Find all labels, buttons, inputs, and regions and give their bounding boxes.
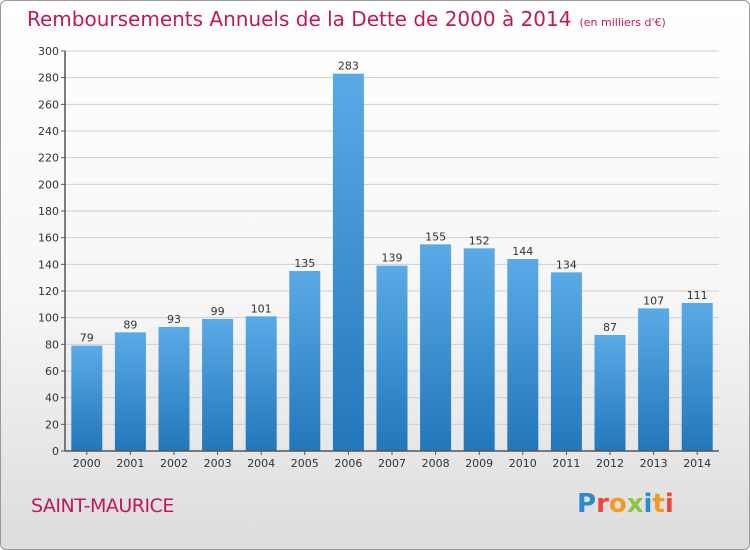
- data-label: 89: [123, 318, 137, 331]
- bar-2010: [507, 259, 539, 451]
- data-label: 101: [251, 302, 272, 315]
- x-tick-label: 2014: [683, 457, 711, 470]
- data-label: 107: [643, 294, 664, 307]
- data-label: 152: [469, 234, 490, 247]
- bar-2001: [114, 332, 146, 451]
- logo-letter: r: [596, 489, 609, 519]
- data-label: 87: [603, 321, 617, 334]
- y-tick-label: 80: [45, 338, 59, 351]
- bar-2000: [71, 345, 103, 451]
- y-tick-label: 160: [38, 232, 59, 245]
- y-tick-label: 120: [38, 285, 59, 298]
- x-tick-label: 2002: [160, 457, 188, 470]
- chart-title-block: Remboursements Annuels de la Dette de 20…: [27, 7, 666, 31]
- bar-2011: [550, 272, 582, 451]
- x-tick-label: 2006: [334, 457, 362, 470]
- data-label: 99: [211, 305, 225, 318]
- proxiti-logo[interactable]: Proxiti: [577, 489, 674, 519]
- x-tick-label: 2008: [422, 457, 450, 470]
- bar-2004: [245, 316, 277, 451]
- y-tick-label: 100: [38, 312, 59, 325]
- chart-subtitle: (en milliers d'€): [579, 16, 666, 29]
- logo-letter: o: [608, 489, 627, 519]
- bar-2002: [158, 327, 190, 451]
- bar-2003: [202, 319, 234, 451]
- data-label: 139: [382, 252, 403, 265]
- x-tick-label: 2003: [204, 457, 232, 470]
- y-tick-label: 200: [38, 178, 59, 191]
- data-label: 135: [294, 257, 315, 270]
- bar-2009: [463, 248, 495, 451]
- y-tick-label: 140: [38, 258, 59, 271]
- data-label: 283: [338, 60, 359, 73]
- y-tick-label: 240: [38, 125, 59, 138]
- x-axis-ticks: 2000 2001 2002 2003 2004 2005 2006 2007 2008 2009…: [73, 451, 711, 470]
- x-tick-label: 2007: [378, 457, 406, 470]
- y-tick-label: 280: [38, 72, 59, 85]
- data-label: 134: [556, 258, 577, 271]
- y-axis-ticks: 0 20 40 60 80 100 120 140 160 180 200 220 240 260 280 3…: [38, 45, 65, 458]
- x-tick-label: 2004: [247, 457, 275, 470]
- y-tick-label: 180: [38, 205, 59, 218]
- bar-2006: [332, 73, 364, 452]
- logo-letter: i: [643, 489, 653, 519]
- bar-2008: [420, 244, 452, 451]
- city-name: SAINT-MAURICE: [31, 495, 174, 517]
- y-tick-label: 40: [45, 392, 59, 405]
- data-labels: 79 89 93 99 101 135 283 139 155 152 144 134 87 107 111: [80, 60, 708, 345]
- x-tick-label: 2011: [552, 457, 580, 470]
- y-tick-label: 0: [52, 445, 59, 458]
- logo-letter: t: [652, 489, 665, 519]
- x-tick-label: 2001: [116, 457, 144, 470]
- y-tick-label: 60: [45, 365, 59, 378]
- x-tick-label: 2013: [640, 457, 668, 470]
- data-label: 79: [80, 332, 94, 345]
- data-label: 93: [167, 313, 181, 326]
- data-label: 155: [425, 230, 446, 243]
- logo-letter: P: [577, 489, 597, 519]
- bar-chart: 0 20 40 60 80 100 120 140 160 180 200 220 240 260 280 3…: [38, 45, 719, 470]
- y-tick-label: 20: [45, 418, 59, 431]
- x-tick-label: 2005: [291, 457, 319, 470]
- data-label: 111: [687, 289, 708, 302]
- bar-2012: [594, 335, 626, 451]
- bar-2013: [638, 308, 670, 451]
- bar-2007: [376, 265, 408, 451]
- y-tick-label: 300: [38, 45, 59, 58]
- data-label: 144: [512, 245, 533, 258]
- x-tick-label: 2012: [596, 457, 624, 470]
- chart-title: Remboursements Annuels de la Dette de 20…: [27, 7, 572, 31]
- bars: [71, 73, 713, 452]
- x-tick-label: 2000: [73, 457, 101, 470]
- y-tick-label: 260: [38, 98, 59, 111]
- bar-2014: [681, 303, 713, 451]
- y-tick-label: 220: [38, 152, 59, 165]
- bar-2005: [289, 271, 321, 451]
- x-tick-label: 2010: [509, 457, 537, 470]
- logo-letter: x: [626, 489, 644, 519]
- logo-letter: i: [664, 489, 674, 519]
- x-tick-label: 2009: [465, 457, 493, 470]
